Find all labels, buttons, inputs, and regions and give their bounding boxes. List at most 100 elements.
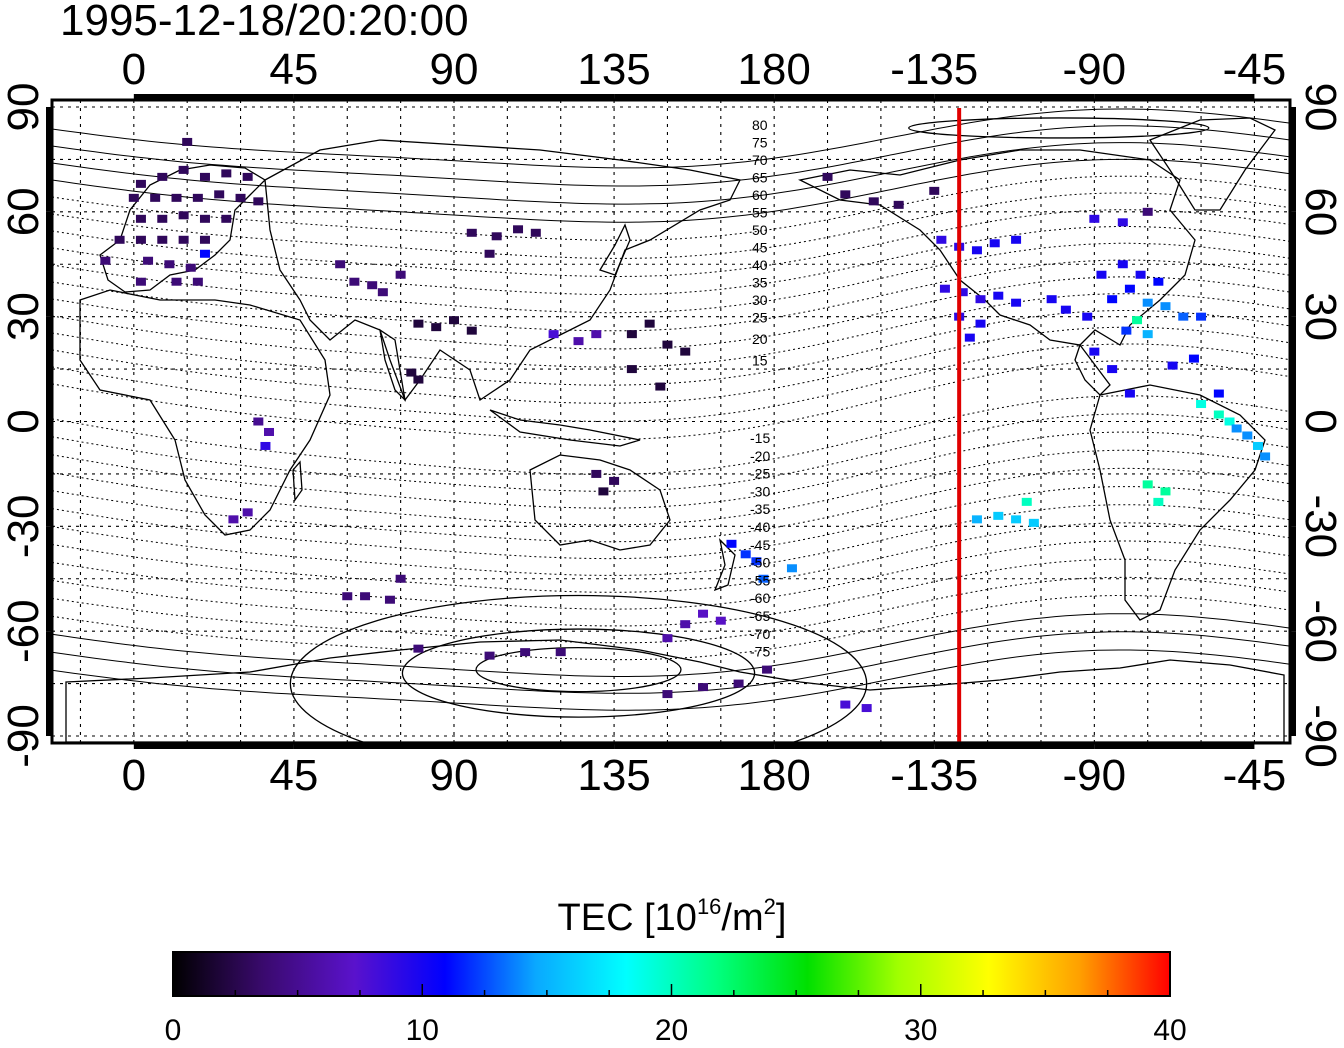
lon-tick-label-top: -90 (1063, 45, 1127, 94)
tec-point (171, 277, 182, 286)
tec-point (626, 330, 637, 339)
tec-point (698, 609, 709, 618)
lon-tick-label-bottom: 180 (737, 751, 810, 800)
tec-point (395, 574, 406, 583)
lat-tick-label-left: -90 (0, 704, 48, 768)
contour-label: 70 (752, 152, 768, 168)
contour-label: -20 (750, 448, 770, 464)
tec-point (1117, 218, 1128, 227)
lat-tick-label-left: 30 (0, 292, 48, 341)
tec-point (199, 235, 210, 244)
lon-tick-label-top: 45 (269, 45, 318, 94)
tec-point (164, 260, 175, 269)
magnetic-contour (52, 613, 1290, 677)
contour-label: -30 (750, 483, 770, 499)
contour-label: -75 (750, 644, 770, 660)
coast-indonesia (489, 409, 641, 447)
tec-point (573, 337, 584, 346)
coast-australia (529, 454, 671, 551)
coast-antarctica (65, 639, 1285, 743)
tec-point (762, 665, 773, 674)
lon-tick-label-bottom: 0 (122, 751, 146, 800)
tec-point (367, 281, 378, 290)
tec-point (513, 225, 524, 234)
tec-point (1107, 295, 1118, 304)
magnetic-contour (52, 649, 1290, 711)
contour-label: -40 (750, 519, 770, 535)
tec-point (591, 330, 602, 339)
tec-point (150, 193, 161, 202)
coast-europe (99, 164, 267, 293)
tec-point (178, 211, 189, 220)
tick-bar (46, 316, 52, 422)
tec-point (253, 197, 264, 206)
colorbar-tick-label: 40 (1153, 1014, 1186, 1047)
tec-point (993, 291, 1004, 300)
tec-point (1196, 400, 1207, 409)
tec-point (1124, 284, 1135, 293)
lon-tick-label-bottom: 135 (577, 751, 650, 800)
tec-point (260, 441, 271, 450)
coastlines (65, 117, 1285, 743)
lat-tick-label-right: 0 (1296, 409, 1344, 433)
tec-point (431, 323, 442, 332)
contour-label: 15 (752, 353, 768, 369)
tec-point (626, 365, 637, 374)
tec-point (171, 193, 182, 202)
tec-point (1167, 361, 1178, 370)
tec-point (1153, 497, 1164, 506)
tick-bar (46, 211, 52, 317)
tick-bar (1290, 631, 1296, 737)
tec-point (662, 690, 673, 699)
contour-label: -65 (750, 608, 770, 624)
tick-bar (1290, 421, 1296, 527)
tick-bar (46, 106, 52, 212)
tec-point (342, 592, 353, 601)
tec-point (384, 595, 395, 604)
magnetic-contour (52, 175, 1290, 241)
tec-point (413, 319, 424, 328)
colorbar-tick-label: 30 (904, 1014, 937, 1047)
tec-point (178, 165, 189, 174)
tec-point (135, 235, 146, 244)
tick-bar (453, 94, 615, 100)
coast-japan (599, 223, 631, 276)
contour-label: -25 (750, 466, 770, 482)
magnetic-contour (52, 449, 1290, 526)
tick-bar (1290, 316, 1296, 422)
lon-tick-label-top: -135 (890, 45, 978, 94)
magnetic-latitude-contours (52, 108, 1290, 743)
tec-point (1089, 347, 1100, 356)
contour-label: -55 (750, 572, 770, 588)
tec-point (242, 172, 253, 181)
tec-point (1142, 330, 1153, 339)
coast-new-zealand (713, 538, 736, 592)
tec-point (135, 277, 146, 286)
contour-label: -35 (750, 501, 770, 517)
tick-bar (614, 743, 775, 749)
lat-tick-label-right: 90 (1296, 83, 1344, 132)
tec-point (939, 284, 950, 293)
tec-point (199, 214, 210, 223)
tick-bar (1290, 526, 1296, 632)
tec-point (1252, 441, 1263, 450)
tick-bar (774, 94, 935, 100)
magnetic-contour (52, 259, 1290, 332)
tec-point (971, 246, 982, 255)
magnetic-contour (52, 540, 1290, 610)
tec-point (740, 550, 751, 559)
tec-point (644, 319, 655, 328)
contour-label: 80 (752, 117, 768, 133)
tec-point (957, 288, 968, 297)
tick-bar (133, 743, 294, 749)
tick-bar (453, 743, 615, 749)
tick-bar (934, 94, 1095, 100)
map-title: 1995-12-18/20:20:00 (60, 0, 469, 45)
tec-point (786, 564, 797, 573)
contour-label: 35 (752, 275, 768, 291)
tec-point (484, 249, 495, 258)
coast-greenland (1149, 117, 1276, 211)
lon-tick-label-top: -45 (1223, 45, 1287, 94)
tec-point (758, 574, 769, 583)
